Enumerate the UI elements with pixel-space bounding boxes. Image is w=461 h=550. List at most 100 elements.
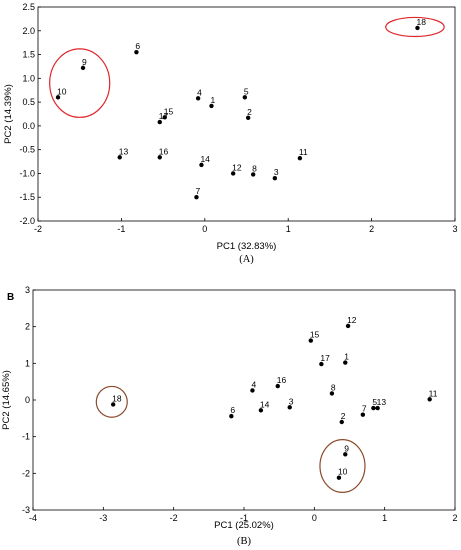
data-point: [339, 419, 344, 425]
data-point: [371, 405, 376, 411]
y-tick-label: 3: [25, 285, 30, 295]
point-label: 1: [344, 352, 349, 362]
highlight-ellipse: [49, 48, 111, 118]
data-point: [319, 361, 324, 367]
data-point: [199, 162, 204, 168]
point-label: 14: [200, 154, 210, 164]
y-tick-label: 1.0: [22, 73, 35, 83]
chart-panel-1: -2 -1 0 1 2 3-2.0-1.5-1.0-0.50.00.51.01.52.02…: [3, 2, 458, 265]
point-label: 10: [338, 467, 348, 477]
point-label: 5: [372, 397, 377, 407]
point-label: 16: [159, 146, 169, 156]
highlight-ellipse: [95, 385, 128, 418]
y-tick-label: -1.0: [19, 168, 35, 178]
data-point: [110, 402, 116, 407]
x-tick-label: -2: [170, 513, 178, 523]
point-label: 11: [429, 388, 438, 398]
data-point: [336, 475, 342, 480]
point-label: 6: [135, 41, 140, 51]
y-tick-label: 2.0: [22, 26, 35, 36]
point-label: 17: [320, 353, 330, 363]
data-point: [375, 405, 380, 411]
panel-caption: (A): [239, 254, 254, 265]
point-label: 18: [112, 393, 122, 403]
data-point: [427, 397, 432, 402]
point-label: 9: [344, 443, 349, 453]
y-axis-label: PC2 (14.39%): [3, 84, 14, 144]
data-point: [343, 452, 348, 457]
point-label: 18: [416, 17, 426, 27]
y-tick-label: -2: [22, 468, 30, 478]
y-tick-label: -0.5: [19, 145, 35, 155]
x-tick-label: -4: [29, 513, 37, 523]
panel-letter: B: [7, 292, 14, 303]
data-point: [230, 171, 236, 176]
data-point: [250, 388, 255, 393]
x-tick-label: -2: [34, 224, 42, 234]
data-point: [229, 413, 234, 419]
x-tick-label: 2: [369, 224, 374, 234]
y-tick-label: 0.0: [22, 121, 35, 131]
point-label: 15: [310, 330, 320, 340]
point-label: 12: [347, 315, 357, 325]
y-tick-label: 2.5: [22, 2, 35, 12]
point-label: 9: [82, 57, 87, 67]
data-point: [308, 338, 314, 343]
x-tick-label: 3: [452, 224, 457, 234]
point-label: 1: [210, 95, 215, 105]
point-label: 6: [230, 405, 235, 415]
data-point: [329, 391, 335, 396]
point-label: 3: [289, 396, 294, 406]
point-label: 14: [260, 399, 270, 409]
data-point: [250, 172, 256, 177]
y-tick-label: -1.5: [19, 192, 35, 202]
data-point: [162, 115, 167, 120]
y-tick-label: -1: [22, 432, 30, 442]
x-tick-label: -1: [117, 224, 125, 234]
y-tick-label: 2: [25, 322, 30, 332]
y-tick-label: 1.5: [22, 50, 35, 60]
y-tick-label: -2.0: [19, 216, 35, 226]
point-label: 13: [377, 397, 387, 407]
point-label: 4: [197, 87, 202, 97]
data-point: [258, 408, 264, 413]
highlight-ellipse: [319, 439, 366, 494]
plot-frame: [37, 6, 456, 222]
point-label: 3: [274, 167, 279, 177]
point-label: 12: [232, 162, 242, 172]
point-label: 10: [57, 86, 67, 96]
point-label: 11: [299, 147, 308, 157]
x-tick-label: 2: [452, 513, 457, 523]
x-tick-label: 0: [202, 224, 207, 234]
y-tick-label: 0.5: [22, 97, 35, 107]
data-point: [55, 95, 61, 100]
data-point: [80, 65, 86, 71]
y-axis-label: PC2 (14.65%): [1, 370, 12, 430]
point-label: 8: [331, 382, 336, 392]
highlight-ellipse: [385, 16, 445, 38]
point-label: 8: [252, 163, 257, 173]
point-label: 2: [247, 107, 252, 117]
data-point: [194, 195, 199, 200]
x-tick-label: 0: [312, 513, 317, 523]
x-axis-label: PC1 (32.83%): [217, 241, 277, 252]
point-label: 15: [164, 106, 174, 116]
data-point: [275, 383, 280, 389]
data-point: [360, 412, 366, 417]
data-point: [157, 155, 162, 160]
data-point: [297, 156, 303, 161]
x-tick-label: -3: [99, 513, 107, 523]
panel-caption: (B): [237, 536, 252, 547]
point-label: 5: [244, 86, 249, 96]
data-point: [134, 49, 139, 55]
y-tick-label: -3: [22, 505, 30, 515]
point-label: 7: [195, 186, 200, 196]
data-point: [195, 96, 201, 101]
data-point: [117, 155, 122, 160]
point-label: 17: [159, 111, 169, 121]
x-tick-label: 1: [382, 513, 387, 523]
point-label: 7: [362, 404, 367, 414]
data-point: [287, 405, 292, 410]
